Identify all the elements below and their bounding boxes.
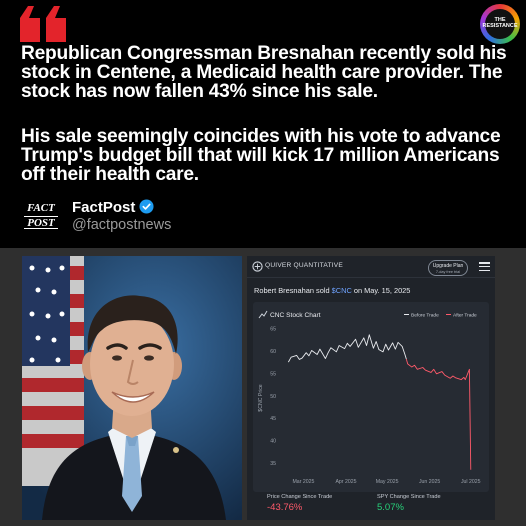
upgrade-plan-button[interactable]: Upgrade Plan 7-day free trial [428, 260, 468, 276]
series-line-before-trade [287, 334, 407, 363]
factpost-logo: FACT POST [24, 202, 58, 230]
price-change-value: -43.76% [267, 502, 303, 513]
headline: Republican Congressman Bresnahan recentl… [21, 43, 507, 102]
verified-badge-icon [139, 199, 154, 214]
upgrade-plan-label: Upgrade Plan [432, 263, 464, 269]
congressman-portrait [22, 256, 242, 520]
y-tick-label: 40 [270, 439, 276, 445]
account-handle[interactable]: @factpostnews [72, 217, 172, 233]
american-flag-icon [22, 256, 84, 486]
y-tick-label: 35 [270, 461, 276, 467]
x-tick-label: May 2025 [376, 479, 399, 485]
quote-mark-icon [20, 6, 66, 42]
quiver-header: QUIVER QUANTITATIVE Upgrade Plan 7-day f… [247, 256, 495, 278]
price-change-stat: Price Change Since Trade -43.76% [267, 494, 332, 513]
quiver-brand: QUIVER QUANTITATIVE [265, 262, 343, 269]
x-tick-label: Mar 2025 [292, 479, 314, 485]
x-tick-label: Jun 2025 [419, 479, 440, 485]
portrait-illustration [22, 256, 242, 520]
x-tick-label: Jul 2025 [461, 479, 481, 485]
x-tick-label: Apr 2025 [335, 479, 356, 485]
y-tick-label: 55 [270, 371, 276, 377]
trade-title: Robert Bresnahan sold $CNC on May. 15, 2… [254, 286, 410, 295]
y-tick-label: 60 [270, 349, 276, 355]
spy-change-value: 5.07% [377, 502, 404, 513]
spy-change-stat: SPY Change Since Trade 5.07% [377, 494, 441, 513]
headline-paragraph-2: His sale seemingly coincides with his vo… [21, 126, 501, 185]
image-composite: QUIVER QUANTITATIVE Upgrade Plan 7-day f… [0, 248, 526, 526]
post-card: THE RESISTANCE Republican Congressman Br… [0, 0, 526, 248]
quiver-logo-icon [252, 261, 263, 272]
line-chart-icon [258, 310, 268, 319]
chart-title: CNC Stock Chart [270, 312, 321, 319]
trade-title-suffix: on May. 15, 2025 [351, 286, 411, 295]
y-axis-label: $CNC Price [258, 384, 264, 411]
y-tick-label: 45 [270, 416, 276, 422]
stock-chart-card: CNC Stock Chart Before Trade After Trade 35… [253, 302, 489, 492]
spy-change-label: SPY Change Since Trade [377, 494, 441, 500]
series-line-after-trade [405, 358, 472, 470]
price-change-label: Price Change Since Trade [267, 494, 333, 500]
legend-label-before: Before Trade [411, 313, 439, 319]
logo-line-2: POST [24, 216, 58, 229]
quiver-screenshot: QUIVER QUANTITATIVE Upgrade Plan 7-day f… [247, 256, 495, 520]
upgrade-plan-sub: 7-day free trial [435, 270, 461, 274]
stock-chart: CNC Stock Chart Before Trade After Trade 35… [258, 310, 481, 485]
y-tick-label: 65 [270, 326, 276, 332]
trade-ticker-link[interactable]: $CNC [331, 286, 352, 295]
legend-label-after: After Trade [453, 313, 477, 319]
account-name[interactable]: FactPost [72, 199, 154, 216]
trade-title-prefix: Robert Bresnahan sold [254, 286, 332, 295]
logo-line-1: FACT [27, 202, 55, 214]
resistance-badge-icon: THE RESISTANCE [480, 4, 520, 44]
badge-text: THE RESISTANCE [482, 9, 518, 39]
hamburger-menu-icon[interactable] [479, 262, 490, 272]
y-tick-label: 50 [270, 394, 276, 400]
account-name-text: FactPost [72, 199, 136, 216]
